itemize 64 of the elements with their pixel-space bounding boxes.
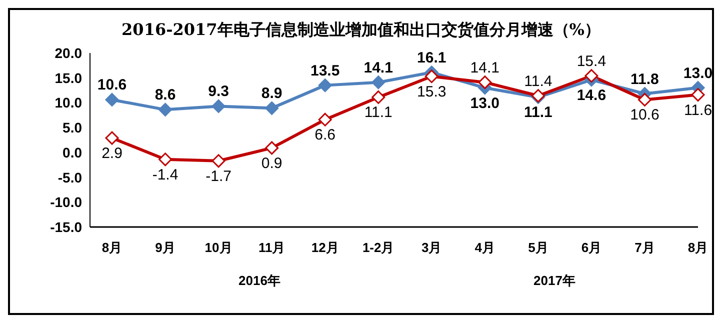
x-tick-label: 3月	[422, 240, 442, 256]
x-tick-label: 4月	[474, 240, 496, 256]
x-tick-label: 1-2月	[362, 240, 394, 256]
data-label: 15.3	[417, 83, 446, 100]
data-label: 14.1	[470, 59, 500, 76]
x-tick-label: 10月	[204, 240, 232, 256]
text: 2016年	[238, 272, 282, 290]
data-label: 8.9	[261, 85, 282, 102]
point	[638, 92, 652, 106]
y-tick-label: -5.0	[58, 169, 82, 186]
y-tick-label: -10.0	[50, 194, 82, 210]
point	[584, 69, 598, 83]
y-tick-label: -15.0	[50, 218, 82, 235]
y-tick-label: 5.0	[62, 120, 82, 136]
x-tick-label: 8月	[102, 240, 122, 256]
point	[691, 88, 705, 102]
x-tick-label: 8月	[688, 240, 708, 256]
data-label: 13.5	[310, 62, 340, 80]
y-tick-label: 10.0	[54, 94, 82, 111]
point	[318, 78, 332, 92]
data-label: 13.0	[470, 94, 500, 112]
data-label: 8.6	[154, 86, 176, 104]
data-label: 9.3	[208, 83, 229, 100]
data-label: 16.1	[417, 49, 446, 66]
point	[372, 76, 386, 90]
point	[318, 112, 332, 126]
point	[265, 141, 279, 155]
data-label: 14.6	[576, 86, 606, 104]
data-label: 15.4	[576, 52, 606, 70]
data-label: 11.8	[630, 70, 659, 88]
data-label: 2.9	[102, 145, 122, 162]
point	[158, 102, 172, 116]
x-tick-label: 11月	[258, 240, 286, 256]
data-label: 11.1	[364, 104, 392, 122]
point	[158, 152, 172, 166]
data-label: 0.9	[261, 154, 282, 172]
x-tick-label: 7月	[634, 240, 655, 256]
point	[105, 92, 119, 106]
point	[265, 101, 279, 115]
data-label: 10.6	[630, 106, 660, 124]
point	[424, 70, 438, 84]
point	[212, 99, 226, 113]
point	[105, 131, 119, 145]
data-label: 10.6	[97, 76, 127, 94]
data-label: -1.4	[152, 166, 178, 184]
point	[372, 90, 386, 104]
x-tick-label: 6月	[581, 240, 602, 256]
data-label: 11.6	[684, 102, 712, 119]
x-tick-label: 12月	[311, 240, 339, 256]
point	[212, 154, 226, 168]
data-label: 11.1	[524, 104, 552, 122]
y-tick-label: 20.0	[54, 44, 82, 61]
text: 2017年	[532, 272, 576, 290]
y-tick-label: 0.0	[62, 144, 82, 160]
x-tick-label: 5月	[528, 240, 548, 256]
data-label: 11.4	[524, 72, 552, 90]
data-label: 14.1	[364, 59, 393, 76]
point	[478, 76, 492, 90]
data-label: -1.7	[206, 168, 232, 185]
data-label: 13.0	[683, 64, 713, 82]
x-tick-label: 9月	[155, 240, 176, 256]
y-tick-label: 15.0	[54, 70, 82, 86]
chart-title: 2016-2017年电子信息制造业增加值和出口交货值分月增速（%）	[120, 20, 602, 41]
data-label: 6.6	[314, 126, 336, 144]
